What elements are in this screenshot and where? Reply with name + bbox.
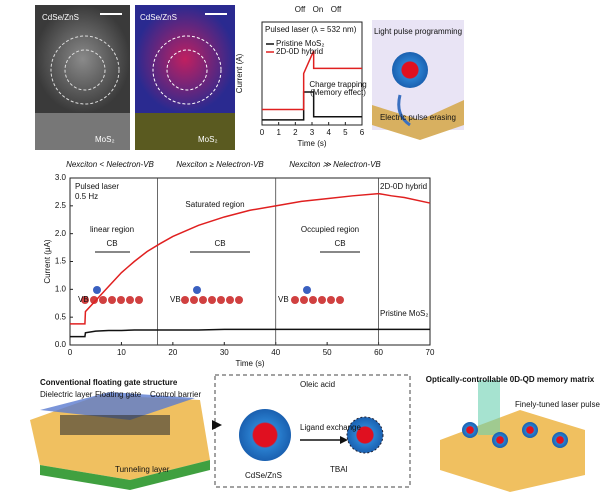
schematic-label: Control barrier xyxy=(150,390,201,399)
schematic-label: Finely-tuned laser pulses xyxy=(515,400,600,409)
annotation: CB xyxy=(214,239,225,248)
lattice-atom xyxy=(336,296,344,304)
image-label: MoS₂ xyxy=(198,135,218,144)
lattice-atom xyxy=(108,296,116,304)
legend-label: 2D-0D hybrid xyxy=(380,182,427,191)
electron xyxy=(303,286,311,294)
series-line xyxy=(262,91,362,121)
lattice-atom xyxy=(199,296,207,304)
y-tick-label: 0.5 xyxy=(55,312,67,321)
annotation: VB xyxy=(170,295,181,304)
x-tick-label: 60 xyxy=(374,348,383,357)
annotation: VB xyxy=(278,295,289,304)
schematic-label: Dielectric layer xyxy=(40,390,93,399)
schematic-label: TBAI xyxy=(330,465,348,474)
electron xyxy=(93,286,101,294)
annotation: Off xyxy=(295,5,306,14)
image-label: CdSe/ZnS xyxy=(42,13,79,22)
series-line xyxy=(70,328,430,338)
x-tick-label: 6 xyxy=(360,128,365,137)
legend-label: Pristine MoS₂ xyxy=(380,309,428,318)
lattice-atom xyxy=(208,296,216,304)
y-tick-label: 1.5 xyxy=(55,257,67,266)
lattice-atom xyxy=(318,296,326,304)
y-tick-label: 3.0 xyxy=(55,173,67,182)
x-tick-label: 70 xyxy=(426,348,435,357)
image-label: MoS₂ xyxy=(95,135,115,144)
series-line xyxy=(262,50,362,111)
schematic-label: Oleic acid xyxy=(300,380,335,389)
lattice-atom xyxy=(81,296,89,304)
lattice-atom xyxy=(126,296,134,304)
schematic-title: Optically-controllable 0D-QD memory matr… xyxy=(426,375,595,384)
lattice-atom xyxy=(181,296,189,304)
lattice-atom xyxy=(117,296,125,304)
x-axis-label: Time (s) xyxy=(297,139,326,148)
schematic-label: Electric pulse erasing xyxy=(380,113,456,122)
legend-label: Pristine MoS₂ xyxy=(276,39,324,48)
x-tick-label: 0 xyxy=(260,128,265,137)
x-tick-label: 3 xyxy=(310,128,315,137)
lattice-atom xyxy=(90,296,98,304)
schematic-label: Floating gate xyxy=(95,390,142,399)
device-schematic: Light pulse programming Electric pulse e… xyxy=(372,20,464,140)
lattice-atom xyxy=(226,296,234,304)
annotation: Charge trapping xyxy=(309,80,366,89)
annotation: Saturated region xyxy=(185,200,244,209)
lattice-atom xyxy=(291,296,299,304)
annotation: linear region xyxy=(90,225,134,234)
annotation: Nexciton ≥ Nelectron-VB xyxy=(176,160,264,169)
schematic-label: Tunneling layer xyxy=(115,465,170,474)
annotation: CB xyxy=(106,239,117,248)
image-label: CdSe/ZnS xyxy=(140,13,177,22)
schematic-label: CdSe/ZnS xyxy=(245,471,282,480)
annotation: VB xyxy=(78,295,89,304)
x-tick-label: 0 xyxy=(68,348,73,357)
x-tick-label: 5 xyxy=(343,128,348,137)
annotation: Nexciton ≫ Nelectron-VB xyxy=(289,160,381,169)
annotation: CB xyxy=(334,239,345,248)
schematic-label: Ligand exchange xyxy=(300,423,361,432)
x-tick-label: 50 xyxy=(323,348,332,357)
x-tick-label: 20 xyxy=(168,348,177,357)
y-axis-label: Current (A) xyxy=(235,53,244,93)
annotation: Off xyxy=(331,5,342,14)
annotation: 0.5 Hz xyxy=(75,192,98,201)
schematic-title: Conventional floating gate structure xyxy=(40,378,178,387)
x-tick-label: 40 xyxy=(271,348,280,357)
x-axis-label: Time (s) xyxy=(235,359,264,368)
y-tick-label: 2.5 xyxy=(55,201,67,210)
schematic-label: Light pulse programming xyxy=(374,27,462,36)
annotation: Occupied region xyxy=(301,225,359,234)
bottom-schematics: Conventional floating gate structure Die… xyxy=(30,374,600,492)
y-tick-label: 1.0 xyxy=(55,284,67,293)
lattice-atom xyxy=(217,296,225,304)
annotation: On xyxy=(313,5,324,14)
lattice-atom xyxy=(235,296,243,304)
series-line xyxy=(70,192,431,325)
x-tick-label: 10 xyxy=(117,348,126,357)
lattice-atom xyxy=(327,296,335,304)
plot-frame xyxy=(69,177,431,346)
y-tick-label: 2.0 xyxy=(55,229,67,238)
lattice-atom xyxy=(300,296,308,304)
lattice-atom xyxy=(309,296,317,304)
annotation: Nexciton < Nelectron-VB xyxy=(66,160,154,169)
electron xyxy=(193,286,201,294)
legend-label: 2D-0D hybrid xyxy=(276,47,323,56)
annotation: Pulsed laser (λ = 532 nm) xyxy=(265,25,357,34)
microscope-images: CdSe/ZnS MoS₂ CdSe/ZnS MoS₂ xyxy=(35,5,235,150)
x-tick-label: 1 xyxy=(276,128,281,137)
y-axis-label: Current (μA) xyxy=(43,239,52,284)
annotation: (Memory effect) xyxy=(310,88,366,97)
lattice-atom xyxy=(190,296,198,304)
y-tick-label: 0.0 xyxy=(55,340,67,349)
lattice-atom xyxy=(99,296,107,304)
x-tick-label: 2 xyxy=(293,128,298,137)
lattice-atom xyxy=(135,296,143,304)
annotation: Pulsed laser xyxy=(75,182,119,191)
x-tick-label: 4 xyxy=(326,128,331,137)
x-tick-label: 30 xyxy=(220,348,229,357)
